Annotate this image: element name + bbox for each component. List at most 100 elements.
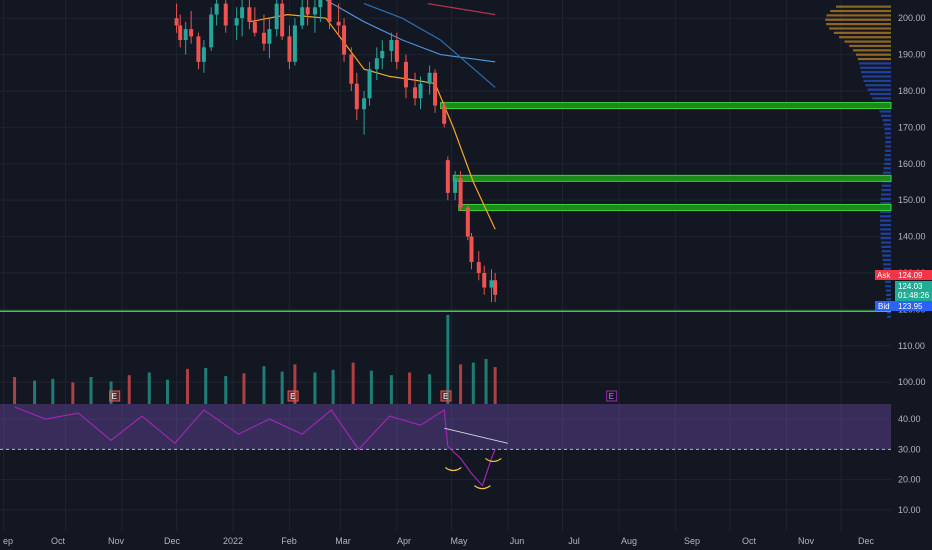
volume-profile-row [880, 202, 891, 205]
time-tick-label: Jul [568, 536, 580, 546]
volume-bar [186, 368, 190, 404]
volume-profile-row [880, 219, 891, 222]
earnings-marker[interactable] [109, 390, 121, 402]
earnings-marker-label: E [443, 392, 448, 401]
candle-body[interactable] [374, 58, 379, 70]
candle-body[interactable] [482, 272, 487, 288]
time-tick-label: Oct [51, 536, 66, 546]
candle-body[interactable] [261, 32, 266, 44]
time-tick-label: Aug [621, 536, 637, 546]
volume-bar [204, 368, 208, 404]
volume-profile-row [884, 280, 891, 283]
candle-body[interactable] [442, 105, 447, 124]
volume-profile-row [883, 123, 891, 126]
candle-body[interactable] [453, 178, 458, 193]
resistance-zone[interactable] [458, 203, 892, 211]
volume-bar [13, 377, 17, 404]
volume-profile-row [880, 197, 891, 200]
candle-body[interactable] [252, 21, 257, 33]
candle-body[interactable] [312, 7, 317, 15]
rsi-tick-label: 40.00 [898, 414, 921, 424]
candle-body[interactable] [458, 178, 463, 208]
volume-profile-row [884, 149, 891, 152]
candle-body[interactable] [287, 36, 292, 62]
volume-profile-row [886, 298, 891, 301]
time-tick-label: Mar [335, 536, 351, 546]
rsi-tick-label: 20.00 [898, 475, 921, 485]
candle-body[interactable] [201, 47, 206, 62]
candle-body[interactable] [433, 72, 438, 106]
rsi-bottom-arc [444, 467, 462, 472]
candle-body[interactable] [413, 87, 418, 99]
volume-profile-row [881, 188, 891, 192]
candle-body[interactable] [389, 40, 394, 51]
candle-body[interactable] [214, 3, 219, 15]
candle-body[interactable] [178, 25, 183, 41]
candle-body[interactable] [234, 18, 239, 26]
volume-profile-row [826, 23, 891, 26]
candle-body[interactable] [493, 280, 498, 295]
candle-body[interactable] [362, 98, 367, 110]
earnings-marker[interactable] [606, 390, 618, 402]
volume-profile-row [885, 145, 891, 148]
candle-body[interactable] [418, 83, 423, 99]
ema-mid-line [325, 0, 496, 63]
candle-body[interactable] [189, 29, 194, 37]
candle-body[interactable] [247, 7, 252, 22]
rsi-line [14, 406, 496, 487]
candles[interactable] [174, 0, 498, 303]
candle-body[interactable] [280, 3, 285, 37]
candle-body[interactable] [489, 280, 494, 288]
time-tick-label: Sep [684, 536, 700, 546]
rsi-trendline [444, 427, 509, 444]
volume-bar [242, 373, 246, 404]
volume-bar [280, 371, 284, 404]
resistance-zone[interactable] [452, 174, 892, 182]
volume-profile-row [880, 215, 891, 218]
time-tick-label: Dec [164, 536, 181, 546]
volume-profile-row [887, 315, 891, 318]
candle-body[interactable] [380, 50, 385, 59]
price-tick-label: 100.00 [898, 377, 926, 387]
candle-body[interactable] [292, 25, 297, 62]
volume-profile-row [885, 140, 891, 144]
candle-body[interactable] [445, 160, 450, 193]
candle-body[interactable] [274, 3, 279, 30]
candle-body[interactable] [465, 207, 470, 237]
candle-body[interactable] [183, 29, 188, 41]
candle-body[interactable] [427, 72, 432, 84]
candle-body[interactable] [209, 14, 214, 48]
earnings-marker[interactable] [287, 390, 299, 402]
candle-body[interactable] [318, 0, 323, 8]
candle-body[interactable] [403, 61, 408, 88]
candle-body[interactable] [336, 21, 341, 26]
volume-profile-row [883, 167, 891, 170]
candle-body[interactable] [476, 262, 481, 273]
resistance-zone[interactable] [440, 102, 892, 110]
ema-fast-line [249, 13, 496, 230]
candle-body[interactable] [354, 83, 359, 110]
candle-body[interactable] [196, 36, 201, 62]
candle-body[interactable] [327, 0, 332, 22]
candle-body[interactable] [240, 7, 245, 19]
time-tick-label: Dec [858, 536, 875, 546]
candle-body[interactable] [174, 18, 179, 26]
candle-body[interactable] [349, 54, 354, 84]
moving-averages [249, 0, 496, 230]
candle-body[interactable] [394, 40, 399, 62]
candle-body[interactable] [342, 25, 347, 55]
last-price-value: 124.03 [898, 282, 923, 291]
candle-body[interactable] [223, 3, 228, 26]
price-tick-label: 200.00 [898, 13, 926, 23]
candle-body[interactable] [300, 7, 305, 26]
ask-tag-value-bg [895, 270, 932, 280]
earnings-marker[interactable] [440, 390, 452, 402]
candle-body[interactable] [267, 29, 272, 44]
candle-body[interactable] [469, 236, 474, 263]
candle-body[interactable] [305, 7, 310, 15]
volume-bar [127, 375, 131, 404]
candle-body[interactable] [367, 69, 372, 99]
volume-bars [13, 314, 497, 404]
